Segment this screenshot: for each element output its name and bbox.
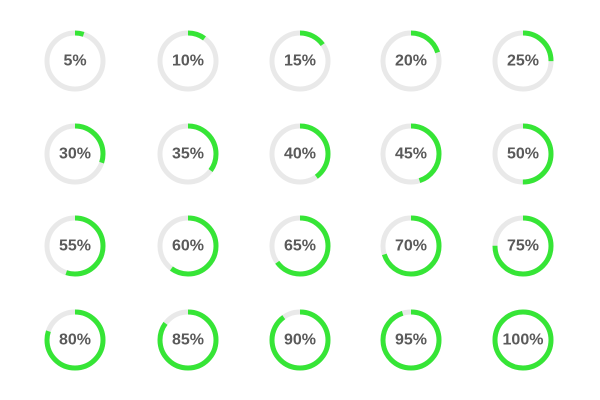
ring-percent-label: 75% (507, 238, 539, 255)
ring-progress-arc (269, 309, 331, 371)
ring-progress-arc (157, 123, 219, 185)
ring-progress-arc (157, 215, 219, 277)
ring-progress-arc (44, 215, 106, 277)
ring-percent-label: 85% (172, 332, 204, 349)
ring-percent-label: 5% (63, 53, 86, 70)
ring-percent-label: 25% (507, 53, 539, 70)
ring-percent-label: 40% (284, 146, 316, 163)
ring-percent-label: 10% (172, 53, 204, 70)
ring-progress-arc (380, 123, 442, 185)
progress-ring: 45% (380, 123, 442, 185)
progress-ring: 100% (492, 309, 554, 371)
ring-progress-arc (44, 30, 106, 92)
progress-ring: 30% (44, 123, 106, 185)
ring-progress-arc (269, 30, 331, 92)
ring-progress-arc (380, 30, 442, 92)
ring-percent-label: 95% (395, 332, 427, 349)
ring-percent-label: 50% (507, 146, 539, 163)
progress-ring: 90% (269, 309, 331, 371)
ring-progress-arc (269, 215, 331, 277)
ring-percent-label: 20% (395, 53, 427, 70)
ring-percent-label: 30% (59, 146, 91, 163)
progress-ring: 15% (269, 30, 331, 92)
progress-ring: 50% (492, 123, 554, 185)
ring-progress-arc (492, 30, 554, 92)
ring-percent-label: 55% (59, 238, 91, 255)
ring-progress-arc (157, 30, 219, 92)
ring-progress-arc (380, 215, 442, 277)
ring-progress-arc (157, 309, 219, 371)
progress-ring: 75% (492, 215, 554, 277)
progress-ring: 70% (380, 215, 442, 277)
progress-ring: 20% (380, 30, 442, 92)
ring-progress-arc (380, 309, 442, 371)
ring-percent-label: 15% (284, 53, 316, 70)
progress-ring: 35% (157, 123, 219, 185)
ring-progress-arc (269, 123, 331, 185)
ring-progress-arc (44, 123, 106, 185)
progress-ring: 60% (157, 215, 219, 277)
progress-ring: 5% (44, 30, 106, 92)
ring-percent-label: 60% (172, 238, 204, 255)
progress-ring: 40% (269, 123, 331, 185)
ring-percent-label: 35% (172, 146, 204, 163)
ring-percent-label: 80% (59, 332, 91, 349)
ring-progress-arc (492, 309, 554, 371)
progress-ring: 85% (157, 309, 219, 371)
ring-percent-label: 65% (284, 238, 316, 255)
progress-ring: 55% (44, 215, 106, 277)
progress-ring: 65% (269, 215, 331, 277)
ring-percent-label: 90% (284, 332, 316, 349)
ring-percent-label: 100% (503, 332, 544, 349)
ring-progress-arc (492, 215, 554, 277)
progress-ring: 95% (380, 309, 442, 371)
ring-percent-label: 45% (395, 146, 427, 163)
progress-ring: 10% (157, 30, 219, 92)
progress-ring: 80% (44, 309, 106, 371)
ring-percent-label: 70% (395, 238, 427, 255)
progress-ring: 25% (492, 30, 554, 92)
ring-progress-arc (492, 123, 554, 185)
ring-progress-arc (44, 309, 106, 371)
